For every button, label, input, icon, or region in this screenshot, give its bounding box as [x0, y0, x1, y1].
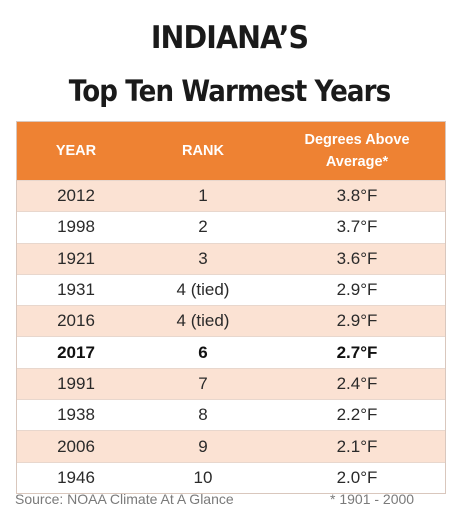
header-degrees-line2: Average*	[325, 154, 389, 170]
cell-degrees: 3.8°F	[336, 186, 378, 206]
cell-rank: 2	[198, 217, 208, 237]
cell-year: 1991	[57, 373, 95, 393]
cell-rank: 1	[198, 186, 208, 206]
cell-degrees: 2.4°F	[336, 373, 378, 393]
cell-rank: 8	[198, 405, 208, 425]
cell-year: 2006	[57, 436, 95, 456]
cell-degrees: 2.9°F	[336, 311, 378, 331]
header-degrees: Degrees Above Average*	[271, 129, 443, 173]
cell-year: 1946	[57, 467, 95, 487]
cell-year: 1921	[57, 248, 95, 268]
cell-degrees: 2.0°F	[336, 467, 378, 487]
table-row: 1946 10 2.0°F	[17, 461, 445, 493]
title-subtitle: Top Ten Warmest Years	[68, 74, 391, 108]
table-header: YEAR RANK Degrees Above Average*	[17, 122, 445, 180]
table-body: 2012 1 3.8°F 1998 2 3.7°F 1921 3 3.6°F 1931 4 (tie…	[17, 180, 445, 493]
cell-rank: 10	[193, 467, 213, 487]
cell-year: 2012	[57, 186, 95, 206]
table-row: 2006 9 2.1°F	[17, 430, 445, 462]
title-state: INDIANA’S	[150, 20, 309, 56]
cell-rank: 9	[198, 436, 208, 456]
table-row: 1921 3 3.6°F	[17, 242, 445, 274]
cell-degrees: 2.9°F	[336, 280, 378, 300]
cell-year: 1938	[57, 405, 95, 425]
table-row: 1938 8 2.2°F	[17, 399, 445, 431]
cell-year: 2017	[57, 342, 95, 362]
cell-degrees: 3.6°F	[336, 248, 378, 268]
table-row: 2012 1 3.8°F	[17, 180, 445, 212]
cell-rank: 7	[198, 373, 208, 393]
header-degrees-line1: Degrees Above	[304, 132, 410, 148]
cell-rank: 3	[198, 248, 208, 268]
cell-degrees: 3.7°F	[336, 217, 378, 237]
cell-year: 1931	[57, 280, 95, 300]
cell-degrees: 2.7°F	[336, 342, 378, 362]
warmest-years-table: YEAR RANK Degrees Above Average* 2012 1 3.…	[16, 121, 446, 494]
source-note: Source: NOAA Climate At A Glance	[15, 491, 234, 507]
cell-degrees: 2.2°F	[336, 405, 378, 425]
table-row: 1998 2 3.7°F	[17, 211, 445, 243]
header-rank: RANK	[182, 143, 224, 159]
table-row: 1931 4 (tied) 2.9°F	[17, 273, 445, 306]
cell-rank: 4 (tied)	[176, 280, 230, 300]
cell-rank: 4 (tied)	[176, 311, 230, 331]
table-row: 2016 4 (tied) 2.9°F	[17, 305, 445, 337]
baseline-note: * 1901 - 2000	[330, 491, 415, 507]
header-year: YEAR	[55, 143, 97, 159]
cell-rank: 6	[198, 342, 208, 362]
cell-degrees: 2.1°F	[336, 436, 378, 456]
cell-year: 2016	[57, 311, 95, 331]
table-row: 2017 6 2.7°F	[17, 336, 445, 368]
table-row: 1991 7 2.4°F	[17, 367, 445, 400]
cell-year: 1998	[57, 217, 95, 237]
